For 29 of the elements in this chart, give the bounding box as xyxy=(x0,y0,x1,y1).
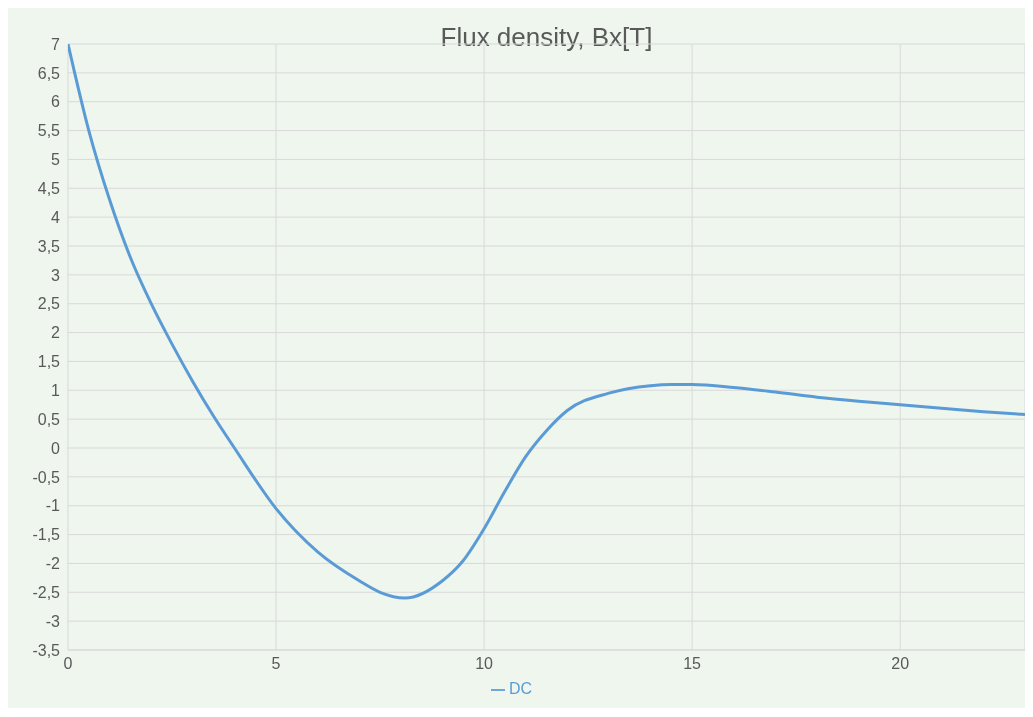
legend-label: DC xyxy=(508,680,533,697)
x-tick-label: 10 xyxy=(475,655,494,673)
y-tick-label: 6,5 xyxy=(37,64,61,82)
y-tick-label: 0,5 xyxy=(37,410,61,428)
y-tick-label: 7 xyxy=(51,35,61,53)
y-tick-label: 3,5 xyxy=(37,237,61,255)
y-tick-label: 2 xyxy=(51,324,61,342)
y-tick-label: -2 xyxy=(45,555,61,573)
y-tick-label: -1,5 xyxy=(32,526,61,544)
y-tick-label: -3,5 xyxy=(32,641,61,659)
y-tick-label: 6 xyxy=(51,93,61,111)
y-tick-label: 5,5 xyxy=(37,122,61,140)
y-tick-label: 4,5 xyxy=(37,179,61,197)
y-tick-label: 2,5 xyxy=(37,295,61,313)
x-tick-label: 5 xyxy=(271,655,281,673)
y-tick-label: 1,5 xyxy=(37,353,61,371)
y-tick-label: -1 xyxy=(45,497,61,515)
y-tick-label: 3 xyxy=(51,266,61,284)
y-tick-label: -3 xyxy=(45,612,61,630)
y-tick-label: -0,5 xyxy=(32,468,61,486)
x-tick-label: 0 xyxy=(63,655,73,673)
chart-title: Flux density, Bx[T] xyxy=(440,22,653,52)
x-tick-label: 15 xyxy=(683,655,702,673)
y-tick-label: 5 xyxy=(51,151,61,169)
y-tick-label: 1 xyxy=(51,381,61,399)
y-tick-label: -2,5 xyxy=(32,583,61,601)
x-tick-label: 20 xyxy=(891,655,910,673)
y-tick-label: 0 xyxy=(51,439,61,457)
y-tick-label: 4 xyxy=(51,208,61,226)
